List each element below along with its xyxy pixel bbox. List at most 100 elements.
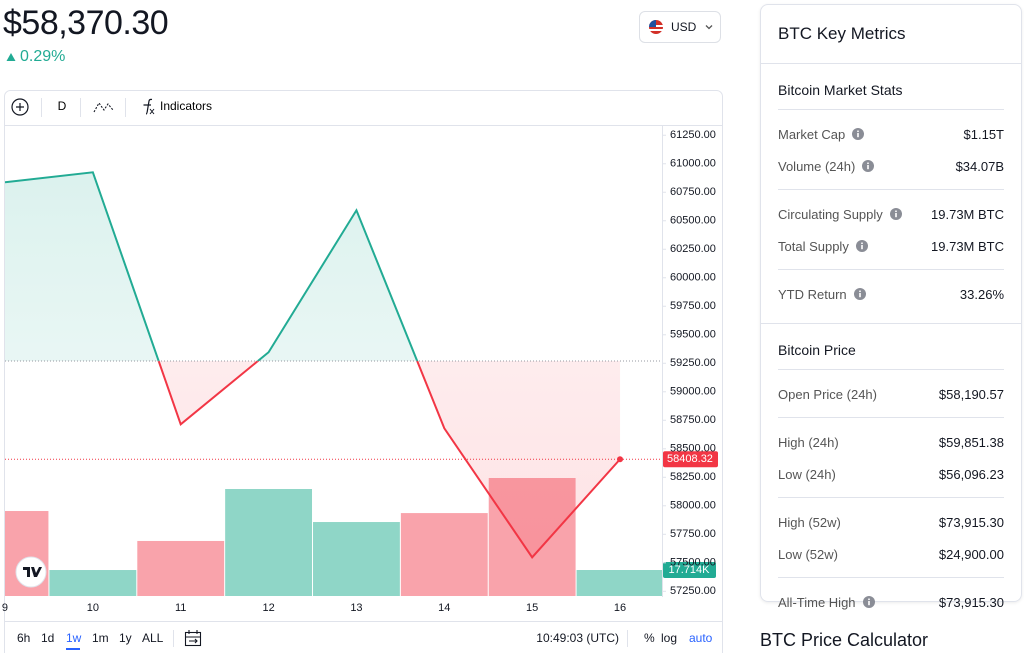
y-tick-label: 60500.00: [670, 215, 716, 227]
x-tick-label: 13: [350, 602, 362, 614]
metric-label-text: All-Time High: [778, 594, 856, 610]
info-icon[interactable]: [889, 208, 902, 220]
metric-label: Circulating Supply: [778, 207, 902, 222]
y-tick-label: 58500.00: [670, 443, 716, 455]
price: $58,370.30: [3, 4, 169, 42]
metric-label: Market Cap: [778, 126, 865, 142]
metric-label: Open Price (24h): [778, 387, 877, 402]
range-button[interactable]: 1y: [119, 631, 132, 645]
calendar-frame: [184, 631, 202, 647]
metric-label: YTD Return: [778, 287, 866, 302]
volume-label: 17.714K: [669, 564, 711, 576]
metric-label-text: Circulating Supply: [778, 206, 883, 222]
chart: D Indicators 58408.32 17.714K 57250.00 575…: [2, 90, 723, 653]
metric-label-text: High (52w): [778, 514, 841, 530]
metrics-section: Bitcoin Price Open Price (24h) $58,190.57 H…: [761, 324, 1021, 631]
last-price-label: 58408.32: [667, 453, 713, 465]
section-title: Bitcoin Market Stats: [778, 82, 903, 98]
scale-button[interactable]: %: [644, 631, 655, 645]
metric-row: Total Supply 19.73M BTC: [778, 230, 1004, 262]
metric-row: Low (52w) $24,900.00: [778, 538, 1004, 570]
volume-bar: [49, 570, 137, 596]
range-button[interactable]: 1w: [66, 631, 82, 645]
metric-label: Volume (24h): [778, 159, 875, 174]
metric-row: Volume (24h) $34.07B: [778, 150, 1004, 182]
y-tick-label: 57250.00: [670, 585, 716, 597]
metric-row: Low (24h) $56,096.23: [778, 458, 1004, 490]
metric-value: 19.73M BTC: [931, 238, 1004, 254]
metric-row: High (24h) $59,851.38: [778, 426, 1004, 458]
info-icon[interactable]: [855, 240, 868, 252]
range-button[interactable]: 1d: [41, 631, 54, 645]
metric-value: $24,900.00: [938, 546, 1004, 562]
volume-tag: [663, 562, 716, 579]
volume-bar: [225, 489, 313, 596]
scale-button[interactable]: auto: [689, 631, 713, 645]
time: 10:49:03 (UTC): [536, 631, 619, 645]
volume-bar: [313, 522, 400, 596]
y-tick-label: 59250.00: [670, 357, 716, 369]
scale-button[interactable]: log: [661, 631, 677, 645]
y-tick-label: 58250.00: [670, 471, 716, 483]
metric-value: $1.15T: [963, 126, 1004, 142]
range-button[interactable]: ALL: [142, 631, 164, 645]
metric-label: All-Time High: [778, 595, 875, 610]
metrics-group: Market Cap $1.15T Volume (24h) $34.07B: [778, 109, 1004, 189]
metric-value: $34.07B: [955, 158, 1004, 174]
x-tick-label: 16: [614, 602, 626, 614]
add-icon-cross: [16, 103, 24, 111]
line-down: [157, 361, 621, 559]
metric-label: High (24h): [778, 435, 839, 450]
metric-label-text: Market Cap: [778, 126, 846, 142]
fx-icon: [149, 108, 155, 115]
info-icon[interactable]: [852, 128, 865, 140]
metric-value: $59,851.38: [938, 434, 1004, 450]
metric-row: YTD Return 33.26%: [778, 278, 1004, 310]
metric-label-text: Low (52w): [778, 546, 838, 562]
y-tick-label: 57750.00: [670, 528, 716, 540]
tv-logo: [15, 556, 47, 588]
y-tick-label: 59750.00: [670, 300, 716, 312]
x-tick-label: 10: [87, 602, 99, 614]
metric-row: Circulating Supply 19.73M BTC: [778, 198, 1004, 230]
metric-label-text: High (24h): [778, 434, 839, 450]
y-tick-label: 58000.00: [670, 500, 716, 512]
up-arrow: [6, 53, 16, 61]
calendar-icon[interactable]: [184, 630, 202, 647]
metric-value: $73,915.30: [938, 594, 1004, 610]
metric-row: High (52w) $73,915.30: [778, 506, 1004, 538]
metric-row: Open Price (24h) $58,190.57: [778, 378, 1004, 410]
calendar-lines: [185, 630, 201, 644]
range-button[interactable]: 6h: [17, 631, 30, 645]
x-tick-label: 14: [438, 602, 450, 614]
metrics-group: Open Price (24h) $58,190.57: [778, 369, 1004, 417]
indicators-button[interactable]: Indicators: [160, 99, 212, 113]
price-change: 0.29%: [6, 48, 65, 66]
flag: [649, 20, 663, 34]
info-icon[interactable]: [862, 596, 875, 608]
fx-icon: [143, 98, 153, 115]
volume-bar: [400, 513, 488, 596]
y-tick-label: 60250.00: [670, 243, 716, 255]
change-text: 0.29%: [20, 48, 66, 65]
chart-type-icon[interactable]: [93, 101, 114, 113]
x-tick-label: 15: [526, 602, 538, 614]
metrics-group: Circulating Supply 19.73M BTC Total Supply…: [778, 189, 1004, 269]
top-toolbar: D Indicators: [11, 98, 212, 117]
range-button[interactable]: 1m: [92, 631, 109, 645]
y-tick-label: 59500.00: [670, 329, 716, 341]
y-tick-label: 61000.00: [670, 158, 716, 170]
tv-logo-badge: [15, 556, 47, 588]
x-tick-label: 11: [175, 602, 186, 614]
tv-logo-mark: [23, 567, 42, 577]
info-icon[interactable]: [862, 160, 875, 172]
metric-label: High (52w): [778, 515, 841, 530]
metrics-title: BTC Key Metrics: [761, 5, 1021, 64]
metric-label-text: Low (24h): [778, 466, 836, 482]
info-icon[interactable]: [853, 288, 866, 300]
currency-select[interactable]: USD: [639, 11, 721, 43]
area-up: [5, 172, 621, 361]
metric-label: Total Supply: [778, 239, 868, 254]
add-icon[interactable]: [11, 98, 29, 116]
interval-button[interactable]: D: [58, 99, 67, 113]
